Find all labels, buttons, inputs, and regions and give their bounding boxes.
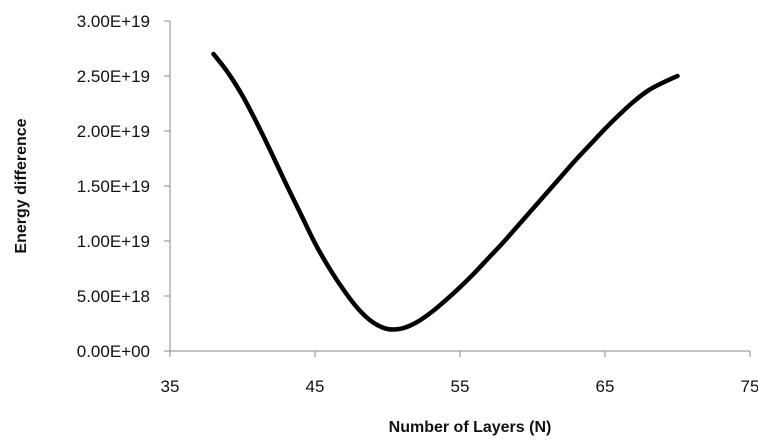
x-axis-title: Number of Layers (N)	[389, 419, 552, 436]
series-line	[211, 51, 680, 332]
x-tick-label: 55	[451, 377, 470, 396]
y-tick-label: 1.00E+19	[77, 232, 150, 251]
x-tick-label: 35	[161, 377, 180, 396]
x-tick-label: 45	[306, 377, 325, 396]
y-tick-label: 3.00E+19	[77, 12, 150, 31]
series-layer	[211, 51, 680, 332]
y-tick-label: 0.00E+00	[77, 342, 150, 361]
y-tick-label: 5.00E+18	[77, 287, 150, 306]
x-tick-label: 75	[741, 377, 758, 396]
y-tick-label: 1.50E+19	[77, 177, 150, 196]
x-tick-label: 65	[596, 377, 615, 396]
y-tick-label: 2.50E+19	[77, 67, 150, 86]
y-axis-title: Energy difference	[13, 118, 30, 253]
tick-labels: 0.00E+00 5.00E+18 1.00E+19 1.50E+19 2.00E+19…	[77, 12, 758, 396]
y-tick-label: 2.00E+19	[77, 122, 150, 141]
axes	[164, 20, 751, 357]
